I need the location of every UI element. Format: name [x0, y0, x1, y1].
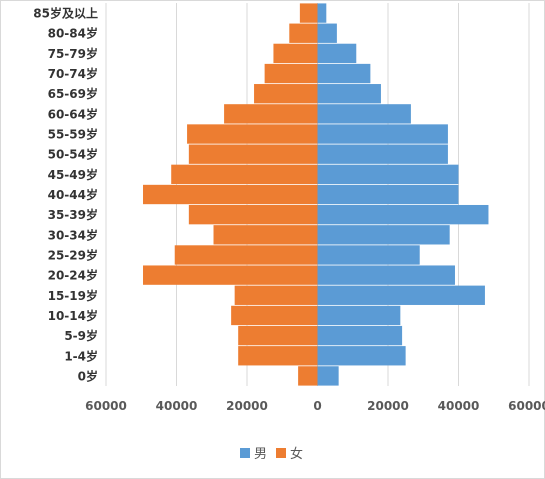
y-tick-label-17: 80-84岁	[48, 26, 98, 41]
bar-male-7	[317, 225, 450, 245]
y-tick-label-11: 50-54岁	[48, 147, 98, 162]
legend-label-male: 男	[254, 447, 267, 462]
y-tick-label-13: 60-64岁	[48, 106, 98, 121]
x-tick-label-2: 20000	[226, 399, 268, 413]
y-tick-label-7: 30-34岁	[48, 227, 98, 242]
x-tick-label-4: 20000	[367, 399, 409, 413]
bar-female-14	[254, 84, 318, 104]
y-tick-label-14: 65-69岁	[48, 86, 98, 101]
bar-female-6	[174, 245, 318, 265]
bar-male-3	[317, 305, 401, 326]
bar-female-16	[273, 43, 318, 64]
y-tick-label-8: 35-39岁	[48, 207, 98, 222]
x-tick-label-0: 60000	[85, 399, 127, 413]
y-tick-label-0: 0岁	[78, 368, 98, 383]
y-tick-label-3: 10-14岁	[48, 308, 98, 323]
bar-male-0	[317, 366, 339, 386]
y-tick-label-4: 15-19岁	[48, 288, 98, 303]
bar-female-15	[264, 63, 318, 84]
y-tick-label-2: 5-9岁	[64, 328, 98, 343]
y-tick-label-6: 25-29岁	[48, 247, 98, 262]
bar-male-16	[317, 43, 357, 64]
y-tick-label-15: 70-74岁	[48, 66, 98, 81]
bar-male-15	[317, 63, 371, 84]
bar-male-6	[317, 245, 420, 265]
bar-female-10	[171, 164, 318, 185]
bar-male-12	[317, 124, 448, 144]
bar-female-11	[188, 144, 318, 164]
bar-female-13	[224, 104, 318, 124]
y-tick-label-5: 20-24岁	[48, 268, 98, 283]
bar-male-10	[317, 164, 459, 185]
y-tick-label-12: 55-59岁	[48, 127, 98, 142]
bar-male-2	[317, 325, 403, 346]
bar-female-7	[213, 225, 318, 245]
x-tick-label-6: 60000	[508, 399, 545, 413]
bar-female-1	[238, 346, 318, 366]
x-tick-label-1: 40000	[156, 399, 198, 413]
bar-female-18	[299, 3, 318, 23]
bar-female-8	[188, 204, 318, 225]
legend-swatch-male	[240, 448, 250, 458]
x-tick-label-3: 0	[313, 399, 321, 413]
legend-swatch-female	[276, 448, 286, 458]
bar-female-12	[187, 124, 318, 144]
bar-male-1	[317, 346, 406, 366]
y-tick-label-10: 45-49岁	[48, 167, 98, 182]
x-tick-label-5: 40000	[438, 399, 480, 413]
bar-male-5	[317, 265, 455, 285]
bar-male-18	[317, 3, 327, 23]
y-tick-label-1: 1-4岁	[64, 348, 98, 363]
bar-female-5	[143, 265, 318, 285]
bar-male-17	[317, 23, 337, 43]
bar-male-4	[317, 285, 485, 305]
y-tick-label-16: 75-79岁	[48, 46, 98, 61]
y-tick-label-18: 85岁及以上	[33, 6, 98, 21]
bar-male-8	[317, 204, 489, 225]
bar-male-9	[317, 184, 459, 205]
bar-female-9	[143, 184, 318, 205]
bar-male-13	[317, 104, 411, 124]
bar-female-3	[231, 305, 318, 326]
bar-male-14	[317, 84, 381, 104]
bar-male-11	[317, 144, 448, 164]
bar-female-4	[234, 285, 318, 305]
bar-female-17	[289, 23, 318, 43]
legend-label-female: 女	[290, 446, 303, 462]
bar-female-0	[298, 366, 318, 386]
y-tick-label-9: 40-44岁	[48, 187, 98, 202]
bar-female-2	[238, 325, 318, 346]
